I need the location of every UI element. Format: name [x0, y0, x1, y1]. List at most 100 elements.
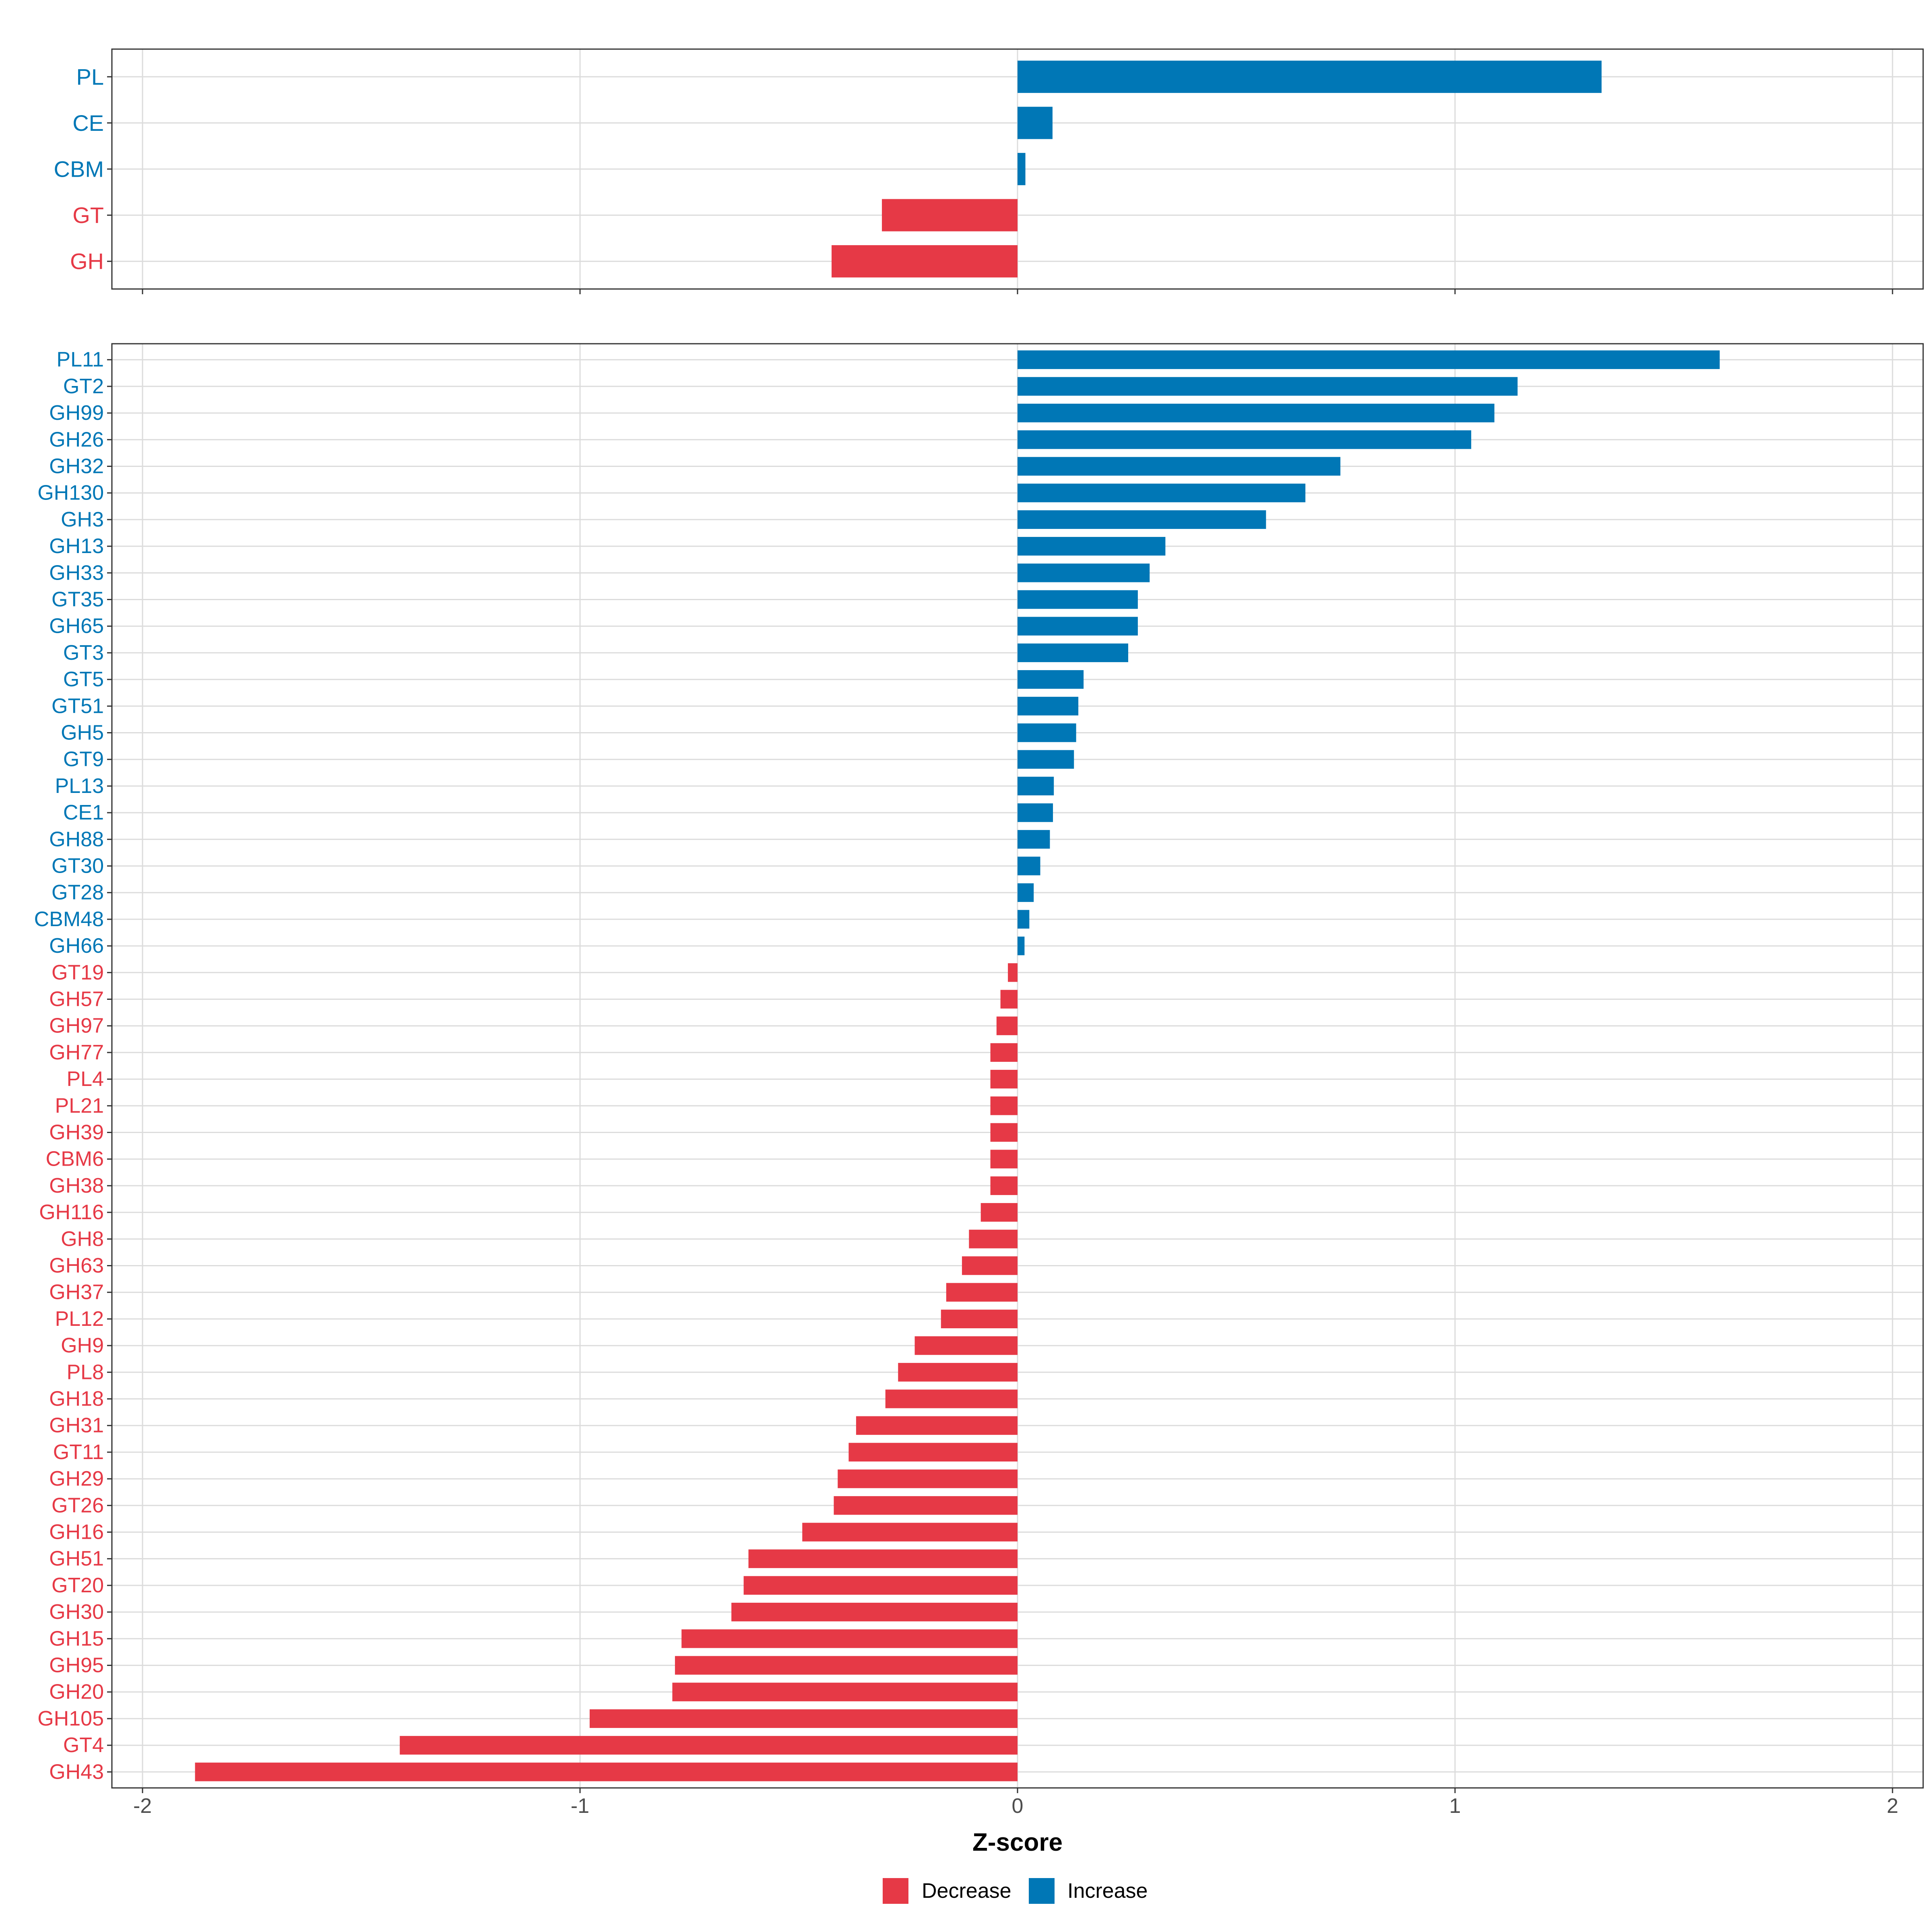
category-label-cbm48: CBM48 — [34, 908, 104, 931]
category-label-gt28: GT28 — [52, 881, 104, 904]
category-label-gh30: GH30 — [49, 1600, 104, 1624]
bar-gh30 — [731, 1602, 1018, 1622]
bar-pl12 — [941, 1309, 1018, 1329]
category-label-pl12: PL12 — [55, 1307, 104, 1331]
legend-label-decrease: Decrease — [922, 1879, 1011, 1903]
bar-gt19 — [1008, 963, 1018, 982]
category-label-gh99: GH99 — [49, 401, 104, 425]
bar-gh116 — [980, 1203, 1018, 1222]
category-label-gh66: GH66 — [49, 934, 104, 958]
bar-gh26 — [1018, 430, 1472, 449]
bar-gh77 — [990, 1043, 1018, 1062]
bar-gh8 — [969, 1230, 1018, 1249]
x-tick-label: 2 — [1887, 1794, 1898, 1818]
category-label-pl8: PL8 — [66, 1360, 104, 1384]
bar-gh57 — [1000, 990, 1018, 1009]
bar-gh9 — [914, 1336, 1018, 1355]
bar-cbm — [1018, 153, 1026, 186]
category-label-gt51: GT51 — [52, 694, 104, 718]
bar-gh5 — [1018, 723, 1076, 742]
bar-ce1 — [1018, 803, 1053, 822]
bar-gh99 — [1018, 403, 1494, 423]
bar-ce — [1018, 107, 1053, 139]
bar-gt51 — [1018, 697, 1079, 716]
category-label-gt30: GT30 — [52, 855, 104, 878]
bar-gh15 — [681, 1629, 1018, 1648]
bar-gh38 — [990, 1176, 1018, 1195]
bar-gh105 — [589, 1709, 1018, 1728]
category-label-gh26: GH26 — [49, 428, 104, 451]
bar-gh18 — [885, 1389, 1018, 1408]
x-tick-label: 0 — [1012, 1794, 1024, 1818]
category-label-gt5: GT5 — [63, 668, 104, 691]
category-label-gt20: GT20 — [52, 1574, 104, 1597]
bar-pl13 — [1018, 776, 1054, 796]
bar-gt26 — [834, 1496, 1018, 1515]
category-label-gt2: GT2 — [63, 375, 104, 398]
bar-pl — [1018, 60, 1602, 93]
category-label-gh18: GH18 — [49, 1387, 104, 1410]
category-label-gh63: GH63 — [49, 1254, 104, 1277]
bar-gt20 — [743, 1576, 1018, 1595]
category-label-gh9: GH9 — [61, 1334, 104, 1357]
x-tick-label: 1 — [1449, 1794, 1461, 1818]
bar-gh13 — [1018, 537, 1166, 556]
bar-gh29 — [838, 1469, 1018, 1488]
category-label-gt19: GT19 — [52, 961, 104, 984]
bar-gt9 — [1018, 750, 1074, 769]
category-label-pl13: PL13 — [55, 774, 104, 798]
bar-gh20 — [672, 1682, 1018, 1701]
bar-gh3 — [1018, 510, 1266, 529]
category-label-cbm6: CBM6 — [46, 1148, 104, 1171]
bar-gh — [832, 245, 1018, 278]
bar-gh31 — [856, 1416, 1018, 1435]
category-label-gh13: GH13 — [49, 535, 104, 558]
bar-gt — [882, 199, 1018, 231]
family-panel: PL CE CBM GT GH — [54, 48, 1924, 294]
category-label-gh43: GH43 — [49, 1760, 104, 1783]
category-label-gh29: GH29 — [49, 1467, 104, 1490]
bar-gt28 — [1018, 883, 1034, 902]
bar-cbm48 — [1018, 910, 1030, 929]
category-label-gh38: GH38 — [49, 1174, 104, 1197]
category-label-gt26: GT26 — [52, 1494, 104, 1517]
bar-gh97 — [996, 1016, 1018, 1035]
category-label-gh5: GH5 — [61, 721, 104, 745]
category-label-pl4: PL4 — [66, 1067, 104, 1091]
category-label-gh51: GH51 — [49, 1547, 104, 1571]
x-tick-label: -2 — [133, 1794, 152, 1818]
bar-gh63 — [962, 1256, 1018, 1275]
category-label-gh3: GH3 — [61, 508, 104, 531]
category-label-gh33: GH33 — [49, 561, 104, 584]
category-label-ce: CE — [72, 110, 104, 136]
bar-gt11 — [848, 1443, 1018, 1462]
category-label-pl: PL — [76, 64, 104, 89]
legend-swatch-decrease — [883, 1878, 908, 1904]
category-label-gh65: GH65 — [49, 615, 104, 638]
bar-pl4 — [990, 1069, 1018, 1089]
bar-gh88 — [1018, 830, 1050, 849]
category-label-gt9: GT9 — [63, 748, 104, 771]
category-label-cbm: CBM — [54, 157, 104, 182]
bar-gh43 — [195, 1763, 1018, 1781]
category-label-pl11: PL11 — [56, 348, 104, 372]
legend-swatch-increase — [1029, 1878, 1055, 1904]
bar-pl21 — [990, 1096, 1018, 1115]
bar-gt35 — [1018, 590, 1138, 609]
bar-gh66 — [1018, 936, 1025, 956]
bar-gh32 — [1018, 457, 1341, 476]
bar-gh16 — [802, 1523, 1018, 1542]
category-label-gh130: GH130 — [37, 481, 104, 505]
category-label-gh57: GH57 — [49, 988, 104, 1011]
category-label-gh37: GH37 — [49, 1281, 104, 1304]
x-tick-label: -1 — [571, 1794, 589, 1818]
bar-gh51 — [748, 1549, 1018, 1568]
bar-gt3 — [1018, 643, 1128, 663]
category-label-gt4: GT4 — [63, 1734, 104, 1757]
category-label-gh31: GH31 — [49, 1414, 104, 1437]
bar-gt5 — [1018, 670, 1084, 689]
category-label-gh77: GH77 — [49, 1041, 104, 1064]
category-label-gh95: GH95 — [49, 1653, 104, 1677]
category-label-gh39: GH39 — [49, 1121, 104, 1144]
